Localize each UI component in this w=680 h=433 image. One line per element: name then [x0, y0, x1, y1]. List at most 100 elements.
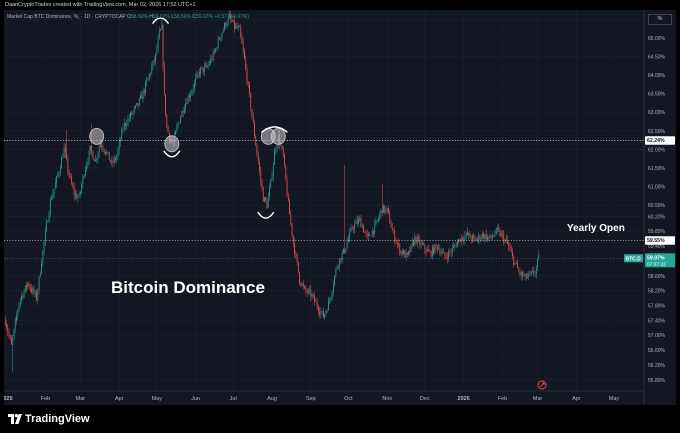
candle-body	[234, 20, 235, 29]
candle-body	[37, 290, 39, 301]
candle-body	[121, 129, 123, 140]
candle-body	[525, 273, 527, 279]
candle-body	[135, 105, 136, 108]
candle-body	[509, 246, 511, 250]
candle-body	[446, 257, 448, 259]
price-chart[interactable]: 65.50%65.00%64.50%64.00%63.50%63.00%62.5…	[4, 10, 676, 405]
candle-body	[532, 270, 533, 272]
marker-circle	[270, 127, 286, 145]
candle-body	[327, 300, 329, 311]
yearly-open-price-tag-bg	[645, 236, 675, 245]
scroll-to-realtime-icon	[537, 380, 547, 390]
candle-body	[191, 91, 193, 95]
candle-body	[406, 252, 408, 255]
candle-body	[374, 223, 376, 234]
candle-body	[360, 217, 362, 228]
candle-body	[155, 53, 156, 61]
candle-body	[188, 96, 190, 98]
candle-body	[443, 251, 444, 253]
candle-body	[245, 58, 247, 69]
candle-body	[319, 311, 321, 314]
candle-body	[472, 235, 473, 240]
marker-top-arc	[261, 126, 288, 133]
time-tick-label: 2026	[458, 396, 470, 402]
candle-body	[527, 276, 528, 279]
candle-body	[499, 229, 501, 236]
candle-body	[512, 252, 513, 256]
candle-body	[187, 96, 189, 104]
candle-body	[21, 296, 22, 300]
candle-body	[343, 248, 344, 254]
candle-body	[314, 295, 315, 302]
candle-body	[294, 242, 295, 254]
candle-body	[414, 236, 416, 245]
candle-body	[54, 182, 56, 189]
candle-body	[519, 270, 521, 275]
candle-body	[212, 51, 214, 60]
candle-body	[459, 239, 461, 242]
candle-body	[389, 212, 391, 224]
candle-body	[17, 310, 19, 317]
candle-body	[177, 123, 179, 127]
candle-body	[462, 237, 463, 240]
candle-body	[107, 151, 109, 153]
candle-body	[423, 244, 424, 245]
chart-frame[interactable]: 65.50%65.00%64.50%64.00%63.50%63.00%62.5…	[4, 10, 676, 405]
candle-body	[123, 123, 125, 129]
candle-body	[229, 14, 230, 18]
candle-body	[92, 151, 94, 159]
countdown-text: 07:07:22	[647, 262, 666, 268]
candle-body	[142, 90, 144, 99]
candle-body	[235, 25, 237, 29]
candle-body	[220, 37, 222, 40]
price-tick-label: 56.20%	[648, 363, 666, 369]
candle-body	[451, 248, 453, 253]
candle-body	[133, 107, 135, 112]
candle-body	[41, 264, 42, 274]
candle-body	[176, 126, 178, 132]
candle-body	[195, 78, 197, 83]
time-tick-label: Jul	[230, 396, 237, 402]
candle-body	[334, 275, 336, 285]
candle-body	[330, 297, 332, 301]
candle-body	[480, 237, 482, 240]
candle-body	[460, 237, 462, 242]
resistance-price-tag-bg	[645, 136, 675, 145]
candle-body	[326, 310, 328, 312]
candle-body	[64, 147, 66, 153]
candle-body	[400, 250, 402, 254]
candle-body	[307, 289, 309, 293]
percent-scale-toggle[interactable]: %	[648, 14, 672, 25]
time-tick-label: 2025	[4, 396, 13, 402]
candle-body	[537, 259, 538, 267]
candle-body	[141, 95, 143, 99]
candle-body	[175, 131, 176, 135]
candle-body	[57, 174, 59, 177]
candle-body	[115, 158, 116, 160]
candle-body	[331, 291, 333, 298]
yearly-open-price-tag: 59.55%	[645, 236, 675, 245]
candle-body	[390, 223, 392, 228]
candle-body	[148, 74, 150, 78]
candle-body	[373, 230, 374, 234]
candle-body	[68, 170, 70, 177]
yearly-open-price-tag-text: 59.55%	[647, 238, 665, 244]
candle-body	[59, 168, 61, 173]
price-axis-bg	[644, 10, 676, 405]
candle-body	[216, 48, 218, 50]
candle-body	[515, 262, 517, 264]
candle-body	[128, 118, 130, 119]
candle-body	[410, 244, 412, 253]
time-tick-label: Aug	[267, 396, 277, 402]
candle-body	[167, 126, 169, 132]
candle-body	[421, 242, 423, 245]
candle-body	[138, 98, 140, 106]
price-tick-label: 57.40%	[648, 318, 666, 324]
candle-body	[244, 51, 245, 59]
candle-body	[202, 67, 204, 72]
legend-close: 59.07%	[196, 14, 214, 20]
candle-body	[9, 335, 11, 339]
candle-body	[49, 199, 51, 214]
candle-body	[317, 307, 319, 312]
candle-body	[503, 234, 505, 243]
